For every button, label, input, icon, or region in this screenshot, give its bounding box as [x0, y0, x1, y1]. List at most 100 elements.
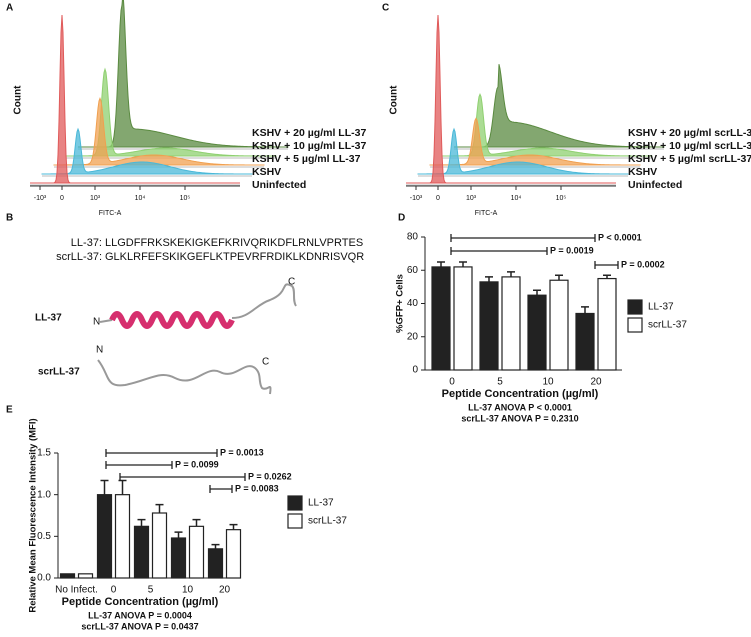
sample-label: KSHV + 5 µg/ml LL-37 [252, 153, 361, 165]
x-tick-label: 10⁴ [511, 195, 522, 202]
error-bar [555, 274, 563, 281]
error-bar [211, 543, 220, 549]
y-tick-label: 80 [407, 232, 419, 243]
sample-label: KSHV + 10 µg/ml LL-37 [252, 140, 366, 152]
sequence: LLGDFFRKSKEKIGKEFKRIVQRIKDFLRNLVPRTES [105, 237, 363, 249]
bar [77, 573, 94, 579]
legend-swatch [287, 513, 303, 529]
significance-bracket [450, 234, 596, 242]
y-tick-label: 1.0 [37, 489, 51, 500]
p-value: P = 0.0262 [248, 471, 292, 481]
sample-label: Uninfected [628, 179, 682, 191]
p-value: P = 0.0013 [220, 447, 264, 457]
panel-label: E [6, 405, 13, 416]
significance-bracket [105, 461, 173, 469]
y-tick-label: 1.5 [37, 448, 51, 459]
histogram-trace [78, 0, 289, 148]
panel-label: C [382, 3, 389, 14]
panel-label: B [6, 213, 13, 224]
bar [597, 277, 617, 371]
helix [109, 311, 235, 329]
sequence-name: scrLL-37: [56, 251, 102, 263]
x-tick-label: 0 [60, 195, 64, 202]
histogram-trace [406, 14, 616, 184]
bar [151, 512, 168, 579]
x-tick-label: 10⁵ [180, 195, 191, 202]
x-tick-label: 0 [449, 377, 455, 388]
bar [96, 494, 113, 579]
y-axis-label: %GFP+ Cells [395, 274, 406, 333]
x-tick-label: 10⁵ [556, 195, 567, 202]
y-tick-label: 20 [407, 331, 419, 342]
panel-label: D [398, 213, 405, 224]
error-bar [603, 274, 611, 279]
significance-bracket [119, 473, 246, 481]
error-bar [100, 479, 109, 495]
terminus: C [288, 277, 295, 288]
coil [99, 319, 113, 323]
p-value: P = 0.0002 [621, 259, 665, 269]
y-axis-label: Count [389, 85, 400, 115]
error-bar [192, 518, 201, 527]
terminus: N [93, 317, 100, 328]
x-axis-label: Peptide Concentration (µg/ml) [62, 596, 219, 608]
error-bar [229, 523, 238, 530]
coil [231, 283, 297, 319]
footnote: LL-37 ANOVA P = 0.0004 [88, 610, 192, 620]
sequence: GLKLRFEFSKIKGEFLKTPEVRFRDIKLKDNRISVQR [105, 251, 364, 263]
legend-label: scrLL-37 [308, 516, 347, 527]
x-tick-label: 10⁴ [135, 195, 146, 202]
terminus: N [96, 345, 103, 356]
x-tick-label: -10³ [34, 195, 47, 202]
legend-label: scrLL-37 [648, 320, 687, 331]
x-tick-label: 10 [182, 585, 194, 596]
sample-label: KSHV + 10 µg/ml scrLL-37 [628, 140, 751, 152]
footnote: scrLL-37 ANOVA P = 0.2310 [461, 413, 578, 423]
histogram-trace [53, 97, 265, 166]
sample-label: KSHV + 5 µg/ml scrLL-37 [628, 153, 751, 165]
sample-label: KSHV + 20 µg/ml LL-37 [252, 127, 366, 139]
bar [501, 276, 521, 371]
footnote: scrLL-37 ANOVA P = 0.0437 [81, 621, 198, 631]
p-value: P < 0.0001 [598, 232, 642, 242]
error-bar [533, 289, 541, 296]
x-tick-label: 5 [497, 377, 503, 388]
histogram-trace [30, 14, 240, 184]
x-axis-label: Peptide Concentration (µg/ml) [442, 388, 599, 400]
histogram-trace [441, 92, 653, 157]
x-tick-label: 0 [111, 585, 117, 596]
y-tick-label: 0.0 [37, 573, 51, 584]
footnote: LL-37 ANOVA P < 0.0001 [468, 402, 572, 412]
y-tick-label: 0.5 [37, 531, 51, 542]
x-tick-label: 10 [542, 377, 554, 388]
p-value: P = 0.0099 [175, 459, 219, 469]
bar [170, 537, 187, 579]
y-tick-label: 0 [412, 365, 418, 376]
histogram-trace [417, 127, 629, 175]
error-bar [507, 271, 515, 277]
error-bar [437, 261, 445, 267]
sample-label: Uninfected [252, 179, 306, 191]
error-bar [118, 479, 127, 495]
bar [59, 573, 76, 579]
histogram-trace [454, 64, 665, 148]
structure-label: scrLL-37 [38, 367, 80, 378]
error-bar [581, 306, 589, 314]
bar [431, 266, 451, 371]
bar [114, 494, 131, 579]
p-value: P = 0.0019 [550, 245, 594, 255]
y-tick-label: 60 [407, 265, 419, 276]
error-bar [459, 261, 467, 267]
legend-swatch [627, 317, 643, 333]
p-value: P = 0.0083 [235, 483, 279, 493]
structure-label: LL-37 [35, 313, 62, 324]
error-bar [174, 531, 183, 538]
significance-bracket [450, 247, 548, 255]
x-tick-label: 20 [219, 585, 231, 596]
y-axis-label: Count [13, 85, 24, 115]
histogram-trace [41, 127, 253, 175]
x-tick-label: No Infect. [55, 585, 98, 596]
x-tick-label: -10³ [410, 195, 423, 202]
x-tick-label: 0 [436, 195, 440, 202]
